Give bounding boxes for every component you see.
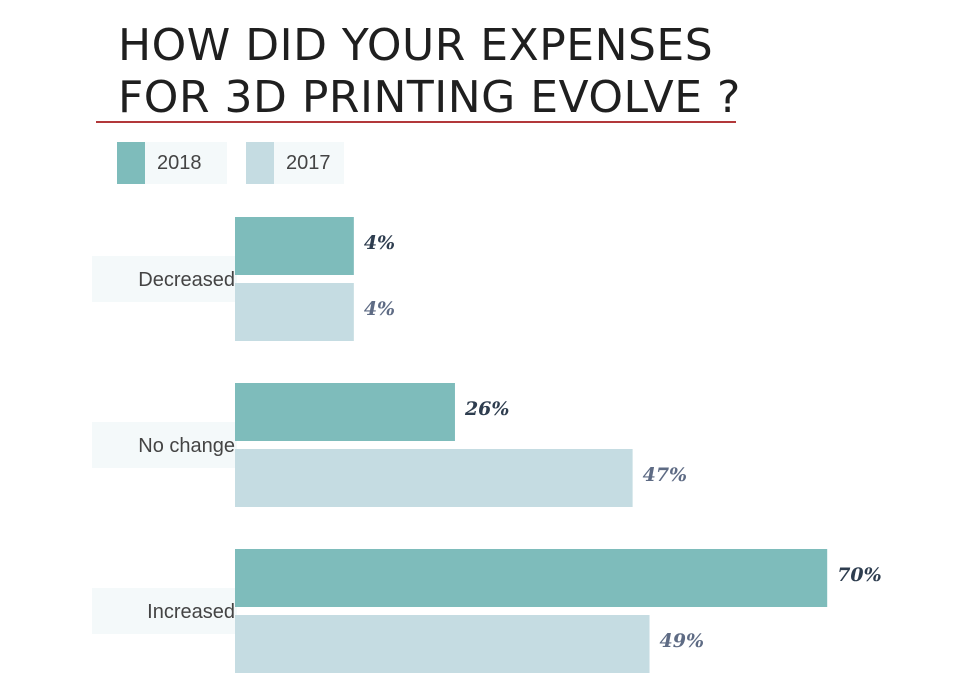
legend-label-2018: 2018 bbox=[157, 152, 202, 174]
value-label-2017-decreased: 4% bbox=[364, 298, 395, 320]
bar-2018-increased bbox=[235, 549, 828, 607]
category-label-no-change: No change bbox=[138, 435, 235, 457]
bar-2017-no-change bbox=[235, 449, 633, 507]
category-label-bg-increased bbox=[92, 588, 237, 634]
category-label-bg-decreased bbox=[92, 256, 237, 302]
bar-2018-decreased bbox=[235, 217, 354, 275]
bar-2017-increased bbox=[235, 615, 650, 673]
value-label-2018-no-change: 26% bbox=[464, 398, 510, 420]
legend-label-2017: 2017 bbox=[286, 152, 331, 174]
chart-title: HOW DID YOUR EXPENSES FOR 3D PRINTING EV… bbox=[118, 20, 741, 124]
legend-item-2017: 2017 bbox=[246, 142, 344, 184]
value-label-2017-increased: 49% bbox=[660, 630, 705, 652]
title-underline bbox=[96, 121, 736, 123]
category-label-bg-no-change bbox=[92, 422, 237, 468]
legend-swatch-2017 bbox=[246, 142, 274, 184]
legend-item-2018: 2018 bbox=[117, 142, 227, 184]
chart-title-line-2: FOR 3D PRINTING EVOLVE ? bbox=[118, 72, 741, 123]
category-label-decreased: Decreased bbox=[138, 269, 235, 291]
value-label-2018-increased: 70% bbox=[837, 564, 882, 586]
bar-2017-decreased bbox=[235, 283, 354, 341]
legend-swatch-2018 bbox=[117, 142, 145, 184]
category-label-increased: Increased bbox=[147, 601, 235, 623]
value-label-2017-no-change: 47% bbox=[643, 464, 688, 486]
chart-title-line-1: HOW DID YOUR EXPENSES bbox=[118, 20, 714, 71]
value-label-2018-decreased: 4% bbox=[364, 232, 395, 254]
bar-2018-no-change bbox=[235, 383, 455, 441]
